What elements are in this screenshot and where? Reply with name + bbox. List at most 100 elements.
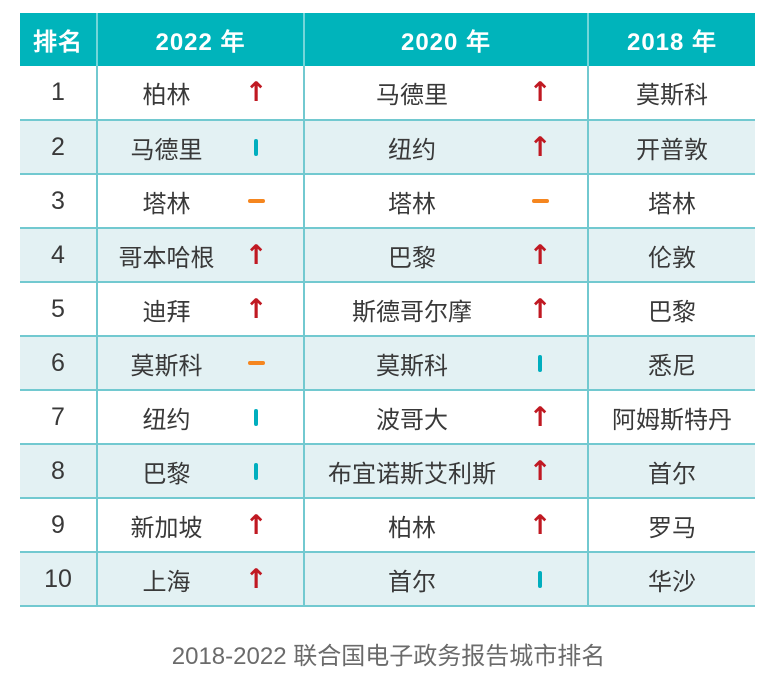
city-cell: 柏林 ↑	[303, 497, 588, 552]
city-name: 阿姆斯特丹	[612, 406, 732, 434]
city-name: 开普敦	[636, 136, 708, 164]
city-cell: 塔林	[303, 173, 588, 228]
city-cell: 巴黎 ↑	[303, 227, 588, 282]
table-row: 5 迪拜 ↑ 斯德哥尔摩 ↑ 巴黎	[20, 281, 755, 336]
trend-same-icon	[235, 199, 277, 203]
city-name: 柏林	[142, 82, 191, 109]
city-cell: 布宜诺斯艾利斯 ↑	[303, 443, 588, 498]
trend-down-icon	[235, 462, 277, 480]
city-cell: 波哥大 ↑	[303, 389, 588, 444]
city-name: 塔林	[648, 190, 696, 218]
city-cell: 迪拜 ↑	[96, 281, 304, 336]
city-name: 罗马	[648, 514, 696, 542]
rank-cell: 5	[20, 281, 97, 336]
city-name: 纽约	[388, 136, 436, 164]
city-cell: 首尔	[303, 551, 588, 607]
table-row: 2 马德里 纽约 ↑ 开普敦	[20, 119, 755, 174]
column-header-y2022: 2022 年	[96, 13, 304, 66]
rank-cell: 7	[20, 389, 97, 444]
rank-cell: 4	[20, 227, 97, 282]
ranking-table-wrap: 排名 2022 年 2020 年 2018 年 1 柏林 ↑ 马德里 ↑ 莫斯科 2 马德里 纽约 ↑ 开…	[20, 13, 755, 607]
column-header-y2018: 2018 年	[587, 13, 755, 66]
city-cell: 悉尼	[587, 335, 755, 390]
city-name: 波哥大	[376, 406, 448, 434]
city-cell: 马德里 ↑	[303, 66, 588, 120]
table-row: 1 柏林 ↑ 马德里 ↑ 莫斯科	[20, 66, 755, 120]
trend-down-icon	[235, 138, 277, 156]
trend-up-icon: ↑	[244, 293, 268, 325]
table-caption: 2018-2022 联合国电子政务报告城市排名	[171, 643, 606, 670]
trend-same-icon	[519, 199, 561, 203]
city-cell: 巴黎	[587, 281, 755, 336]
rank-cell: 9	[20, 497, 97, 552]
city-name: 迪拜	[142, 298, 191, 326]
trend-up-icon: ↑	[528, 401, 552, 433]
trend-up-icon: ↑	[528, 455, 552, 487]
header-row: 排名 2022 年 2020 年 2018 年	[20, 13, 755, 66]
city-name: 新加坡	[130, 514, 203, 542]
city-name: 布宜诺斯艾利斯	[328, 460, 496, 488]
city-name: 斯德哥尔摩	[352, 298, 472, 326]
trend-down-icon	[235, 408, 277, 426]
city-cell: 塔林	[587, 173, 755, 228]
city-name: 莫斯科	[376, 352, 448, 380]
trend-up-icon: ↑	[244, 239, 268, 271]
trend-down-icon	[519, 354, 561, 372]
rank-cell: 6	[20, 335, 97, 390]
city-name: 马德里	[130, 136, 203, 164]
city-cell: 上海 ↑	[96, 551, 304, 607]
city-name: 纽约	[142, 406, 191, 434]
city-cell: 斯德哥尔摩 ↑	[303, 281, 588, 336]
table-row: 3 塔林 塔林 塔林	[20, 173, 755, 228]
table-row: 4 哥本哈根 ↑ 巴黎 ↑ 伦敦	[20, 227, 755, 282]
table-body: 1 柏林 ↑ 马德里 ↑ 莫斯科 2 马德里 纽约 ↑ 开普敦 3 塔林 塔林 塔林 4 哥本哈根 ↑ 巴黎 ↑ 伦敦 5…	[20, 66, 755, 607]
city-cell: 塔林	[96, 173, 304, 228]
table-row: 10 上海 ↑ 首尔 华沙	[20, 551, 755, 607]
table-header: 排名 2022 年 2020 年 2018 年	[20, 13, 755, 66]
city-name: 首尔	[388, 568, 436, 596]
rank-cell: 1	[51, 78, 65, 106]
city-name: 塔林	[388, 190, 436, 218]
trend-up-icon: ↑	[528, 77, 552, 108]
trend-up-icon: ↑	[528, 239, 552, 271]
city-cell: 华沙	[587, 551, 755, 607]
city-cell: 巴黎	[96, 443, 304, 498]
trend-up-icon: ↑	[528, 293, 552, 325]
city-name: 莫斯科	[130, 352, 203, 380]
rank-cell: 10	[20, 551, 97, 607]
city-cell: 新加坡 ↑	[96, 497, 304, 552]
city-name: 伦敦	[648, 244, 696, 272]
table-row: 8 巴黎 布宜诺斯艾利斯 ↑ 首尔	[20, 443, 755, 498]
column-header-y2020: 2020 年	[303, 13, 588, 66]
table-row: 9 新加坡 ↑ 柏林 ↑ 罗马	[20, 497, 755, 552]
city-cell: 纽约	[96, 389, 304, 444]
trend-up-icon: ↑	[528, 509, 552, 541]
city-name: 马德里	[376, 82, 448, 109]
rank-cell: 3	[20, 173, 97, 228]
ranking-table: 排名 2022 年 2020 年 2018 年 1 柏林 ↑ 马德里 ↑ 莫斯科 2 马德里 纽约 ↑ 开…	[20, 13, 755, 607]
column-header-rank: 排名	[20, 13, 97, 66]
city-cell: 首尔	[587, 443, 755, 498]
city-cell: 罗马	[587, 497, 755, 552]
city-cell: 莫斯科	[587, 66, 755, 120]
city-name: 上海	[142, 568, 191, 596]
city-cell: 莫斯科	[303, 335, 588, 390]
trend-up-icon: ↑	[244, 563, 268, 595]
table-row: 7 纽约 波哥大 ↑ 阿姆斯特丹	[20, 389, 755, 444]
city-name: 首尔	[648, 460, 696, 488]
city-name: 哥本哈根	[118, 244, 215, 272]
trend-up-icon: ↑	[528, 131, 552, 163]
city-name: 莫斯科	[636, 82, 708, 109]
city-name: 悉尼	[648, 352, 696, 380]
city-name: 柏林	[388, 514, 436, 542]
city-cell: 阿姆斯特丹	[587, 389, 755, 444]
trend-down-icon	[519, 570, 561, 588]
rank-cell: 8	[20, 443, 97, 498]
city-cell: 莫斯科	[96, 335, 304, 390]
trend-up-icon: ↑	[244, 77, 268, 108]
city-cell: 柏林 ↑	[96, 66, 304, 120]
city-cell: 马德里	[96, 119, 304, 174]
city-cell: 伦敦	[587, 227, 755, 282]
city-cell: 哥本哈根 ↑	[96, 227, 304, 282]
rank-cell: 2	[20, 119, 97, 174]
